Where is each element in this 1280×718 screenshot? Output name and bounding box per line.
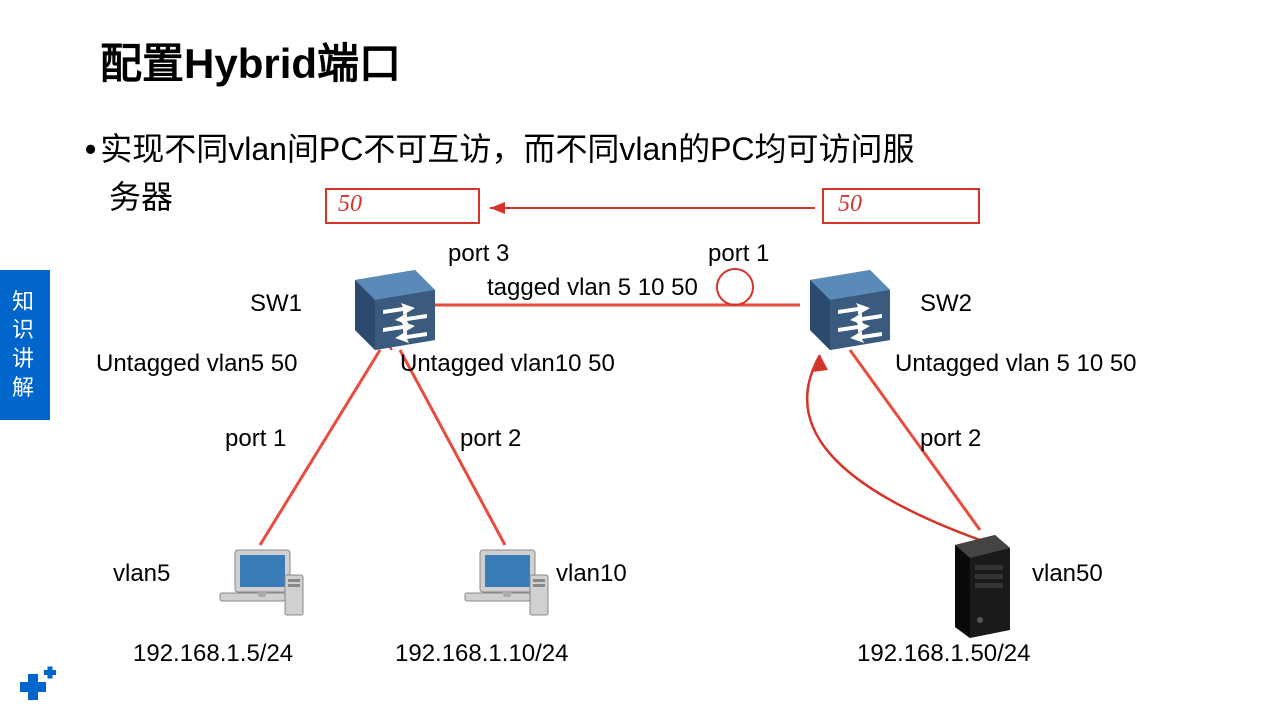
label-untagged-mid: Untagged vlan10 50 (400, 350, 615, 378)
pc2-icon (460, 545, 550, 625)
label-port1-trunk: port 1 (708, 240, 769, 268)
pc1-icon (215, 545, 305, 625)
label-vlan50: vlan50 (1032, 560, 1103, 588)
label-ip1: 192.168.1.5/24 (133, 640, 293, 668)
label-vlan10: vlan10 (556, 560, 627, 588)
diagram-links (0, 180, 1280, 710)
label-ip2: 192.168.1.10/24 (395, 640, 569, 668)
switch-sw2-icon (800, 260, 890, 350)
subtitle-line1: 实现不同vlan间PC不可互访，而不同vlan的PC均可访问服 (100, 131, 914, 167)
network-diagram: 50 50 (0, 180, 1280, 710)
label-vlan5: vlan5 (113, 560, 170, 588)
label-port3: port 3 (448, 240, 509, 268)
label-ip3: 192.168.1.50/24 (857, 640, 1031, 668)
server-icon (940, 530, 1020, 640)
page-title: 配置Hybrid端口 (100, 30, 401, 91)
label-port2-sw2: port 2 (920, 425, 981, 453)
label-sw1: SW1 (250, 290, 302, 318)
switch-sw1-icon (345, 260, 435, 350)
bullet-icon: • (85, 131, 96, 167)
label-port2-sw1: port 2 (460, 425, 521, 453)
annotation-text-left: 50 (338, 191, 362, 218)
label-untagged-right: Untagged vlan 5 10 50 (895, 350, 1137, 378)
label-port1-sw1: port 1 (225, 425, 286, 453)
label-sw2: SW2 (920, 290, 972, 318)
label-untagged-left: Untagged vlan5 50 (96, 350, 298, 378)
annotation-text-right: 50 (838, 191, 862, 218)
label-trunk: tagged vlan 5 10 50 (487, 274, 698, 302)
